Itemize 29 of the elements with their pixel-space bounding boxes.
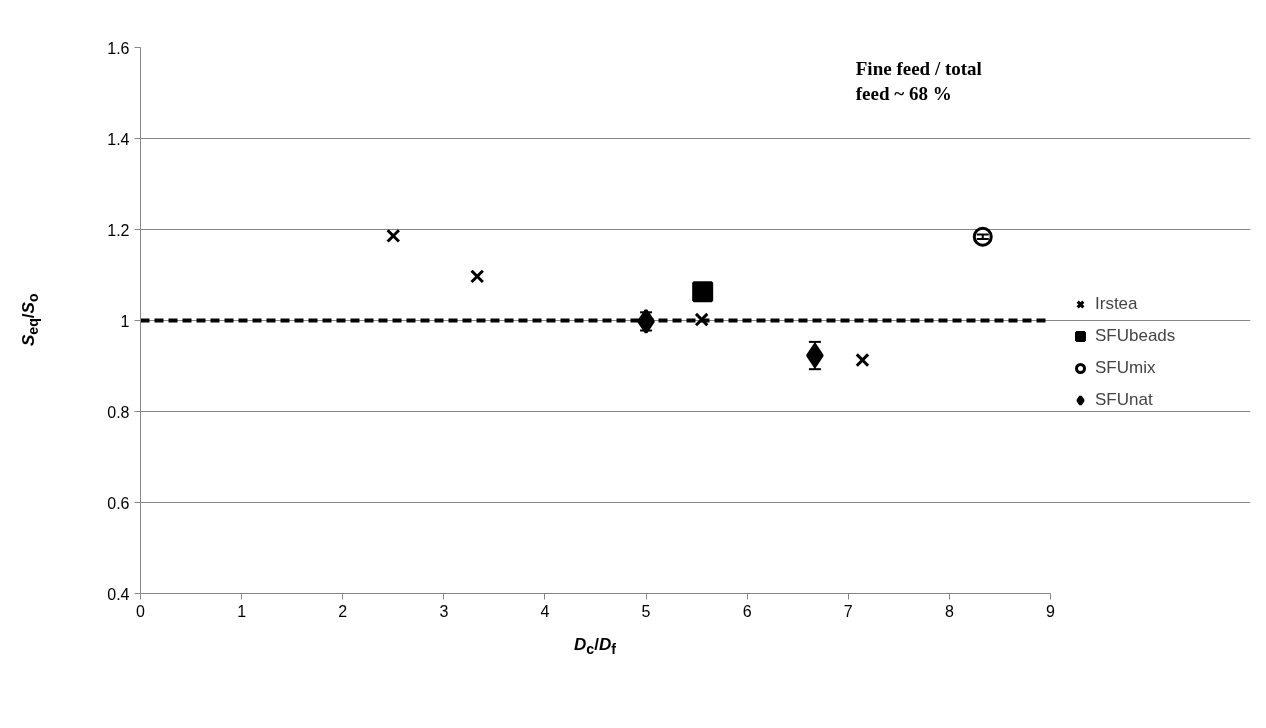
x-tick-label: 0	[136, 602, 146, 620]
x-tick-label: 7	[843, 602, 853, 620]
x-tick-label: 6	[742, 602, 752, 620]
point	[470, 269, 485, 284]
y-tick-label: 1	[120, 312, 130, 330]
annotation: Fine feed / total feed ~ 68 %	[855, 58, 982, 104]
x-tick-label: 5	[641, 602, 651, 620]
x-tick-label: 4	[540, 602, 550, 620]
x-tick-label: 1	[237, 602, 247, 620]
y-tick-label: 0.8	[107, 403, 130, 421]
legend-label: Irstea	[1095, 294, 1138, 314]
y-tick-label: 0.4	[107, 585, 130, 603]
x-tick-label: 3	[439, 602, 449, 620]
y-tick-label: 1.4	[107, 130, 130, 148]
x-tick-label: 8	[944, 602, 954, 620]
point	[692, 281, 714, 303]
legend-label: SFUnat	[1095, 390, 1153, 410]
legend-label: SFUmix	[1095, 358, 1156, 378]
y-tick-label: 0.6	[107, 494, 130, 512]
x-tick-label: 9	[1046, 602, 1056, 620]
point	[386, 228, 401, 244]
x-axis-title: D$_{c}$/D$_{f}$	[574, 634, 616, 660]
x-tick-label: 2	[338, 602, 348, 620]
point	[694, 312, 709, 327]
point	[855, 352, 870, 368]
legend-label: SFUbeads	[1095, 326, 1176, 346]
y-tick-label: 1.2	[107, 221, 130, 239]
point	[972, 226, 993, 247]
y-tick-label: 1.6	[107, 39, 130, 57]
